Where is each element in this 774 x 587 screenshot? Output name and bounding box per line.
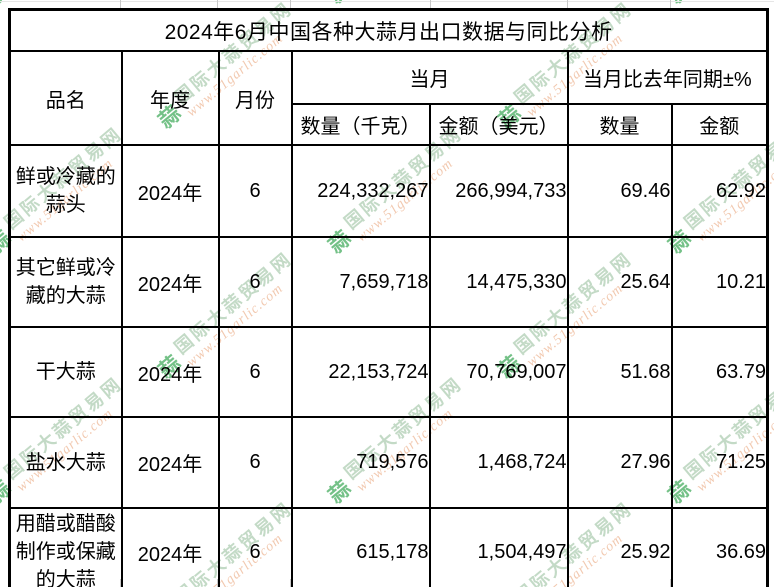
cell-qty-yoy: 27.96 xyxy=(566,416,673,509)
cell-month: 6 xyxy=(217,507,293,587)
cell-month: 6 xyxy=(217,326,293,418)
cell-amount-usd: 70,769,007 xyxy=(428,326,569,418)
cell-amount-yoy: 10.21 xyxy=(670,236,769,328)
cell-qty-yoy: 69.46 xyxy=(566,144,673,238)
cell-qty-yoy: 51.68 xyxy=(566,326,673,418)
cell-qty-kg: 224,332,267 xyxy=(290,144,431,238)
gridline-tick xyxy=(670,0,671,8)
col-header-year: 年度 xyxy=(120,50,220,146)
col-group-current-month: 当月 xyxy=(290,50,569,105)
col-group-yoy: 当月比去年同期±% xyxy=(566,50,769,105)
cell-month: 6 xyxy=(217,416,293,509)
cell-qty-kg: 719,576 xyxy=(290,416,431,509)
cell-amount-usd: 266,994,733 xyxy=(428,144,569,238)
table-row: 干大蒜 2024年 6 22,153,724 70,769,007 51.68 … xyxy=(8,326,769,418)
cell-qty-kg: 615,178 xyxy=(290,507,431,587)
report-table-wrap: 2024年6月中国各种大蒜月出口数据与同比分析 品名 年度 月份 当月 当月比去… xyxy=(8,8,770,587)
table-row: 用醋或醋酸制作或保藏的大蒜 2024年 6 615,178 1,504,497 … xyxy=(8,507,769,587)
cell-amount-usd: 1,468,724 xyxy=(428,416,569,509)
cell-year: 2024年 xyxy=(120,507,220,587)
cell-year: 2024年 xyxy=(120,236,220,328)
cell-amount-yoy: 63.79 xyxy=(670,326,769,418)
cell-product: 盐水大蒜 xyxy=(8,416,123,509)
col-header-month: 月份 xyxy=(217,50,293,146)
cell-amount-usd: 1,504,497 xyxy=(428,507,569,587)
garlic-export-table: 2024年6月中国各种大蒜月出口数据与同比分析 品名 年度 月份 当月 当月比去… xyxy=(8,8,770,587)
gridline-tick xyxy=(430,0,431,8)
table-row: 盐水大蒜 2024年 6 719,576 1,468,724 27.96 71.… xyxy=(8,416,769,509)
cell-product: 鲜或冷藏的蒜头 xyxy=(8,144,123,238)
col-header-qty-yoy: 数量 xyxy=(566,103,673,146)
cell-amount-yoy: 36.69 xyxy=(670,507,769,587)
header-row-sub: 数量（千克） 金额（美元） 数量 金额 xyxy=(10,103,769,146)
gridline-tick xyxy=(120,0,121,8)
cell-month: 6 xyxy=(217,236,293,328)
cell-year: 2024年 xyxy=(120,144,220,238)
gridline-tick xyxy=(290,0,291,8)
col-header-amount-usd: 金额（美元） xyxy=(428,103,569,146)
cell-amount-usd: 14,475,330 xyxy=(428,236,569,328)
cell-product: 干大蒜 xyxy=(8,326,123,418)
col-header-product: 品名 xyxy=(8,50,123,146)
cell-qty-yoy: 25.92 xyxy=(566,507,673,587)
header-row-groups: 品名 年度 月份 当月 当月比去年同期±% xyxy=(8,50,769,146)
cell-month: 6 xyxy=(217,144,293,238)
cell-qty-kg: 7,659,718 xyxy=(290,236,431,328)
gridline-tick xyxy=(217,0,218,8)
gridline-tick xyxy=(567,0,568,8)
cell-year: 2024年 xyxy=(120,326,220,418)
cell-amount-yoy: 71.25 xyxy=(670,416,769,509)
cell-qty-kg: 22,153,724 xyxy=(290,326,431,418)
title-row: 2024年6月中国各种大蒜月出口数据与同比分析 xyxy=(8,8,769,52)
cell-product: 其它鲜或冷藏的大蒜 xyxy=(8,236,123,328)
table-row: 其它鲜或冷藏的大蒜 2024年 6 7,659,718 14,475,330 2… xyxy=(8,236,769,328)
col-header-qty-kg: 数量（千克） xyxy=(290,103,431,146)
table-row: 鲜或冷藏的蒜头 2024年 6 224,332,267 266,994,733 … xyxy=(8,144,769,238)
gridline-hairline xyxy=(0,1,774,2)
col-header-amount-yoy: 金额 xyxy=(670,103,769,146)
cell-year: 2024年 xyxy=(120,416,220,509)
cell-product: 用醋或醋酸制作或保藏的大蒜 xyxy=(8,507,123,587)
cell-qty-yoy: 25.64 xyxy=(566,236,673,328)
table-title: 2024年6月中国各种大蒜月出口数据与同比分析 xyxy=(8,8,769,52)
cell-amount-yoy: 62.92 xyxy=(670,144,769,238)
